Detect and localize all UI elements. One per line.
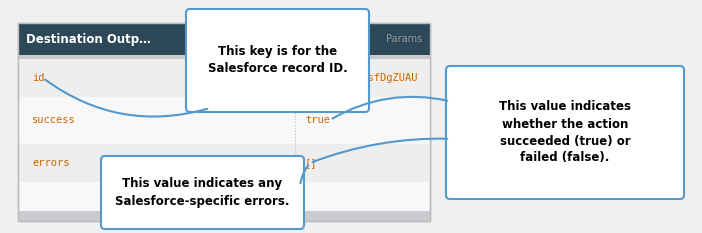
FancyBboxPatch shape — [446, 66, 684, 199]
Text: This value indicates
whether the action
succeeded (true) or
failed (false).: This value indicates whether the action … — [499, 100, 631, 164]
Text: true: true — [305, 115, 330, 125]
Text: success: success — [32, 115, 76, 125]
FancyBboxPatch shape — [101, 156, 304, 229]
Text: Params: Params — [386, 34, 422, 44]
FancyBboxPatch shape — [18, 101, 430, 139]
Text: This value indicates any
Salesforce-specific errors.: This value indicates any Salesforce-spec… — [115, 178, 290, 208]
Text: This key is for the
Salesforce record ID.: This key is for the Salesforce record ID… — [208, 45, 347, 75]
FancyBboxPatch shape — [18, 55, 430, 67]
FancyBboxPatch shape — [18, 23, 430, 221]
Text: errors: errors — [32, 158, 69, 168]
Text: 00P1N00000sfDgZUAU: 00P1N00000sfDgZUAU — [305, 73, 418, 83]
FancyBboxPatch shape — [186, 9, 369, 112]
Text: []: [] — [305, 158, 317, 168]
Text: id: id — [32, 73, 44, 83]
FancyBboxPatch shape — [18, 144, 430, 182]
Text: Destination Outp…: Destination Outp… — [26, 32, 151, 45]
FancyBboxPatch shape — [18, 211, 430, 221]
FancyBboxPatch shape — [18, 59, 430, 97]
FancyBboxPatch shape — [18, 23, 430, 55]
